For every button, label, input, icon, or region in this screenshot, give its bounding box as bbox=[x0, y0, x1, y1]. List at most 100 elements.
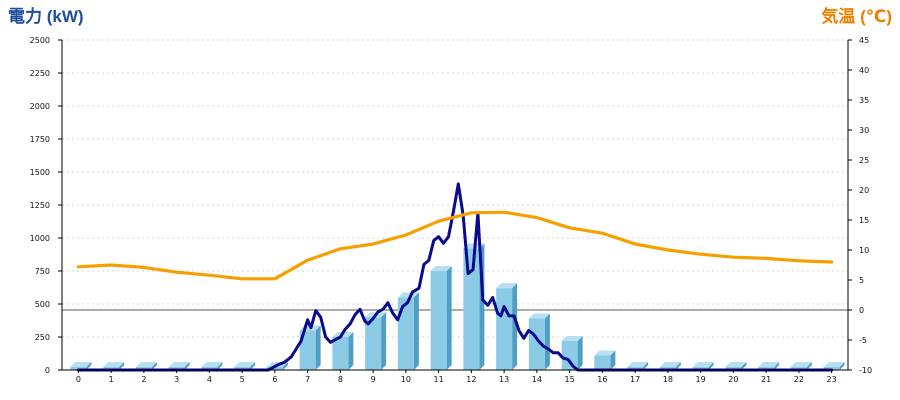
right-tick-label: 35 bbox=[859, 96, 869, 105]
bar-top bbox=[70, 362, 92, 367]
right-axis-title: 気温 (℃) bbox=[820, 6, 892, 26]
bar-side bbox=[119, 362, 125, 370]
left-tick-label: 250 bbox=[35, 333, 50, 342]
bar bbox=[397, 297, 414, 370]
left-tick-label: 1500 bbox=[30, 168, 50, 177]
left-tick-label: 1750 bbox=[30, 135, 50, 144]
bar-side bbox=[413, 292, 419, 370]
bar-top bbox=[561, 335, 583, 341]
bar-side bbox=[708, 362, 714, 370]
x-tick-label: 1 bbox=[109, 375, 114, 384]
x-tick-label: 2 bbox=[141, 375, 146, 384]
right-tick-label: 45 bbox=[859, 36, 869, 45]
bar-side bbox=[577, 335, 583, 370]
left-tick-label: 2500 bbox=[30, 36, 50, 45]
bar-side bbox=[348, 332, 354, 370]
bar-side bbox=[250, 362, 256, 370]
bar-side bbox=[774, 362, 780, 370]
x-tick-label: 20 bbox=[728, 375, 738, 384]
x-tick-label: 8 bbox=[338, 375, 343, 384]
bar-top bbox=[692, 362, 714, 367]
bar-top bbox=[103, 362, 125, 367]
bar-series bbox=[70, 243, 845, 370]
x-tick-label: 4 bbox=[207, 375, 212, 384]
bar-top bbox=[790, 362, 812, 367]
bar-top bbox=[659, 362, 681, 367]
gridlines bbox=[62, 39, 848, 338]
x-tick-label: 19 bbox=[696, 375, 706, 384]
bar-top bbox=[430, 266, 452, 271]
left-tick-label: 500 bbox=[35, 300, 50, 309]
x-tick-label: 17 bbox=[630, 375, 640, 384]
right-tick-label: 25 bbox=[859, 156, 869, 165]
bar-side bbox=[315, 325, 321, 370]
bar bbox=[299, 330, 316, 370]
left-tick-label: 2250 bbox=[30, 69, 50, 78]
bar bbox=[430, 271, 447, 370]
bar bbox=[528, 318, 545, 370]
left-tick-label: 1250 bbox=[30, 201, 50, 210]
bar-top bbox=[168, 362, 190, 367]
bar-top bbox=[758, 362, 780, 367]
bar-side bbox=[446, 266, 452, 370]
x-tick-label: 23 bbox=[827, 375, 837, 384]
line-series bbox=[76, 182, 834, 372]
bar bbox=[70, 367, 87, 370]
bar-top bbox=[627, 362, 649, 367]
left-tick-label: 0 bbox=[45, 366, 50, 375]
bar-side bbox=[839, 362, 845, 370]
bar-side bbox=[643, 362, 649, 370]
bar bbox=[823, 367, 840, 370]
bar-side bbox=[86, 362, 92, 370]
right-tick-label: 5 bbox=[859, 276, 864, 285]
bar-side bbox=[544, 313, 550, 370]
left-tick-label: 2000 bbox=[30, 102, 50, 111]
x-tick-label: 16 bbox=[597, 375, 607, 384]
temperature-line bbox=[76, 210, 834, 281]
x-tick-label: 21 bbox=[761, 375, 771, 384]
right-tick-label: -10 bbox=[859, 366, 872, 375]
bar-side bbox=[184, 362, 190, 370]
bar-side bbox=[381, 312, 387, 370]
x-tick-label: 9 bbox=[371, 375, 376, 384]
bar-side bbox=[675, 362, 681, 370]
bar-top bbox=[594, 350, 616, 356]
x-tick-label: 6 bbox=[272, 375, 277, 384]
right-tick-label: 10 bbox=[859, 246, 869, 255]
axes bbox=[58, 39, 852, 373]
bar-side bbox=[741, 362, 747, 370]
x-tick-label: 12 bbox=[466, 375, 476, 384]
bar bbox=[594, 355, 611, 370]
x-tick-label: 5 bbox=[240, 375, 245, 384]
bar bbox=[463, 248, 480, 370]
bar-top bbox=[528, 313, 550, 319]
x-tick-label: 18 bbox=[663, 375, 673, 384]
right-tick-label: 30 bbox=[859, 126, 869, 135]
x-tick-label: 22 bbox=[794, 375, 804, 384]
bar-top bbox=[135, 362, 157, 367]
bar bbox=[561, 340, 578, 370]
bar-top bbox=[397, 292, 419, 298]
bar bbox=[365, 317, 382, 370]
bar-top bbox=[201, 362, 223, 367]
bar bbox=[496, 288, 513, 370]
right-tick-label: -5 bbox=[859, 336, 867, 345]
right-tick-label: 0 bbox=[859, 306, 864, 315]
tick-labels: 02505007501000125015001750200022502500-1… bbox=[30, 36, 872, 384]
right-tick-label: 40 bbox=[859, 66, 869, 75]
bar-top bbox=[496, 283, 518, 289]
x-tick-label: 3 bbox=[174, 375, 179, 384]
left-tick-label: 750 bbox=[35, 267, 50, 276]
right-tick-label: 15 bbox=[859, 216, 869, 225]
left-tick-label: 1000 bbox=[30, 234, 50, 243]
x-tick-label: 0 bbox=[76, 375, 81, 384]
bar bbox=[266, 367, 283, 370]
left-axis-title: 電力 (kW) bbox=[8, 6, 84, 26]
x-tick-label: 15 bbox=[565, 375, 575, 384]
bar-top bbox=[234, 362, 256, 367]
x-tick-label: 13 bbox=[499, 375, 509, 384]
bar-side bbox=[151, 362, 157, 370]
x-tick-label: 10 bbox=[401, 375, 411, 384]
bar-side bbox=[512, 283, 518, 370]
